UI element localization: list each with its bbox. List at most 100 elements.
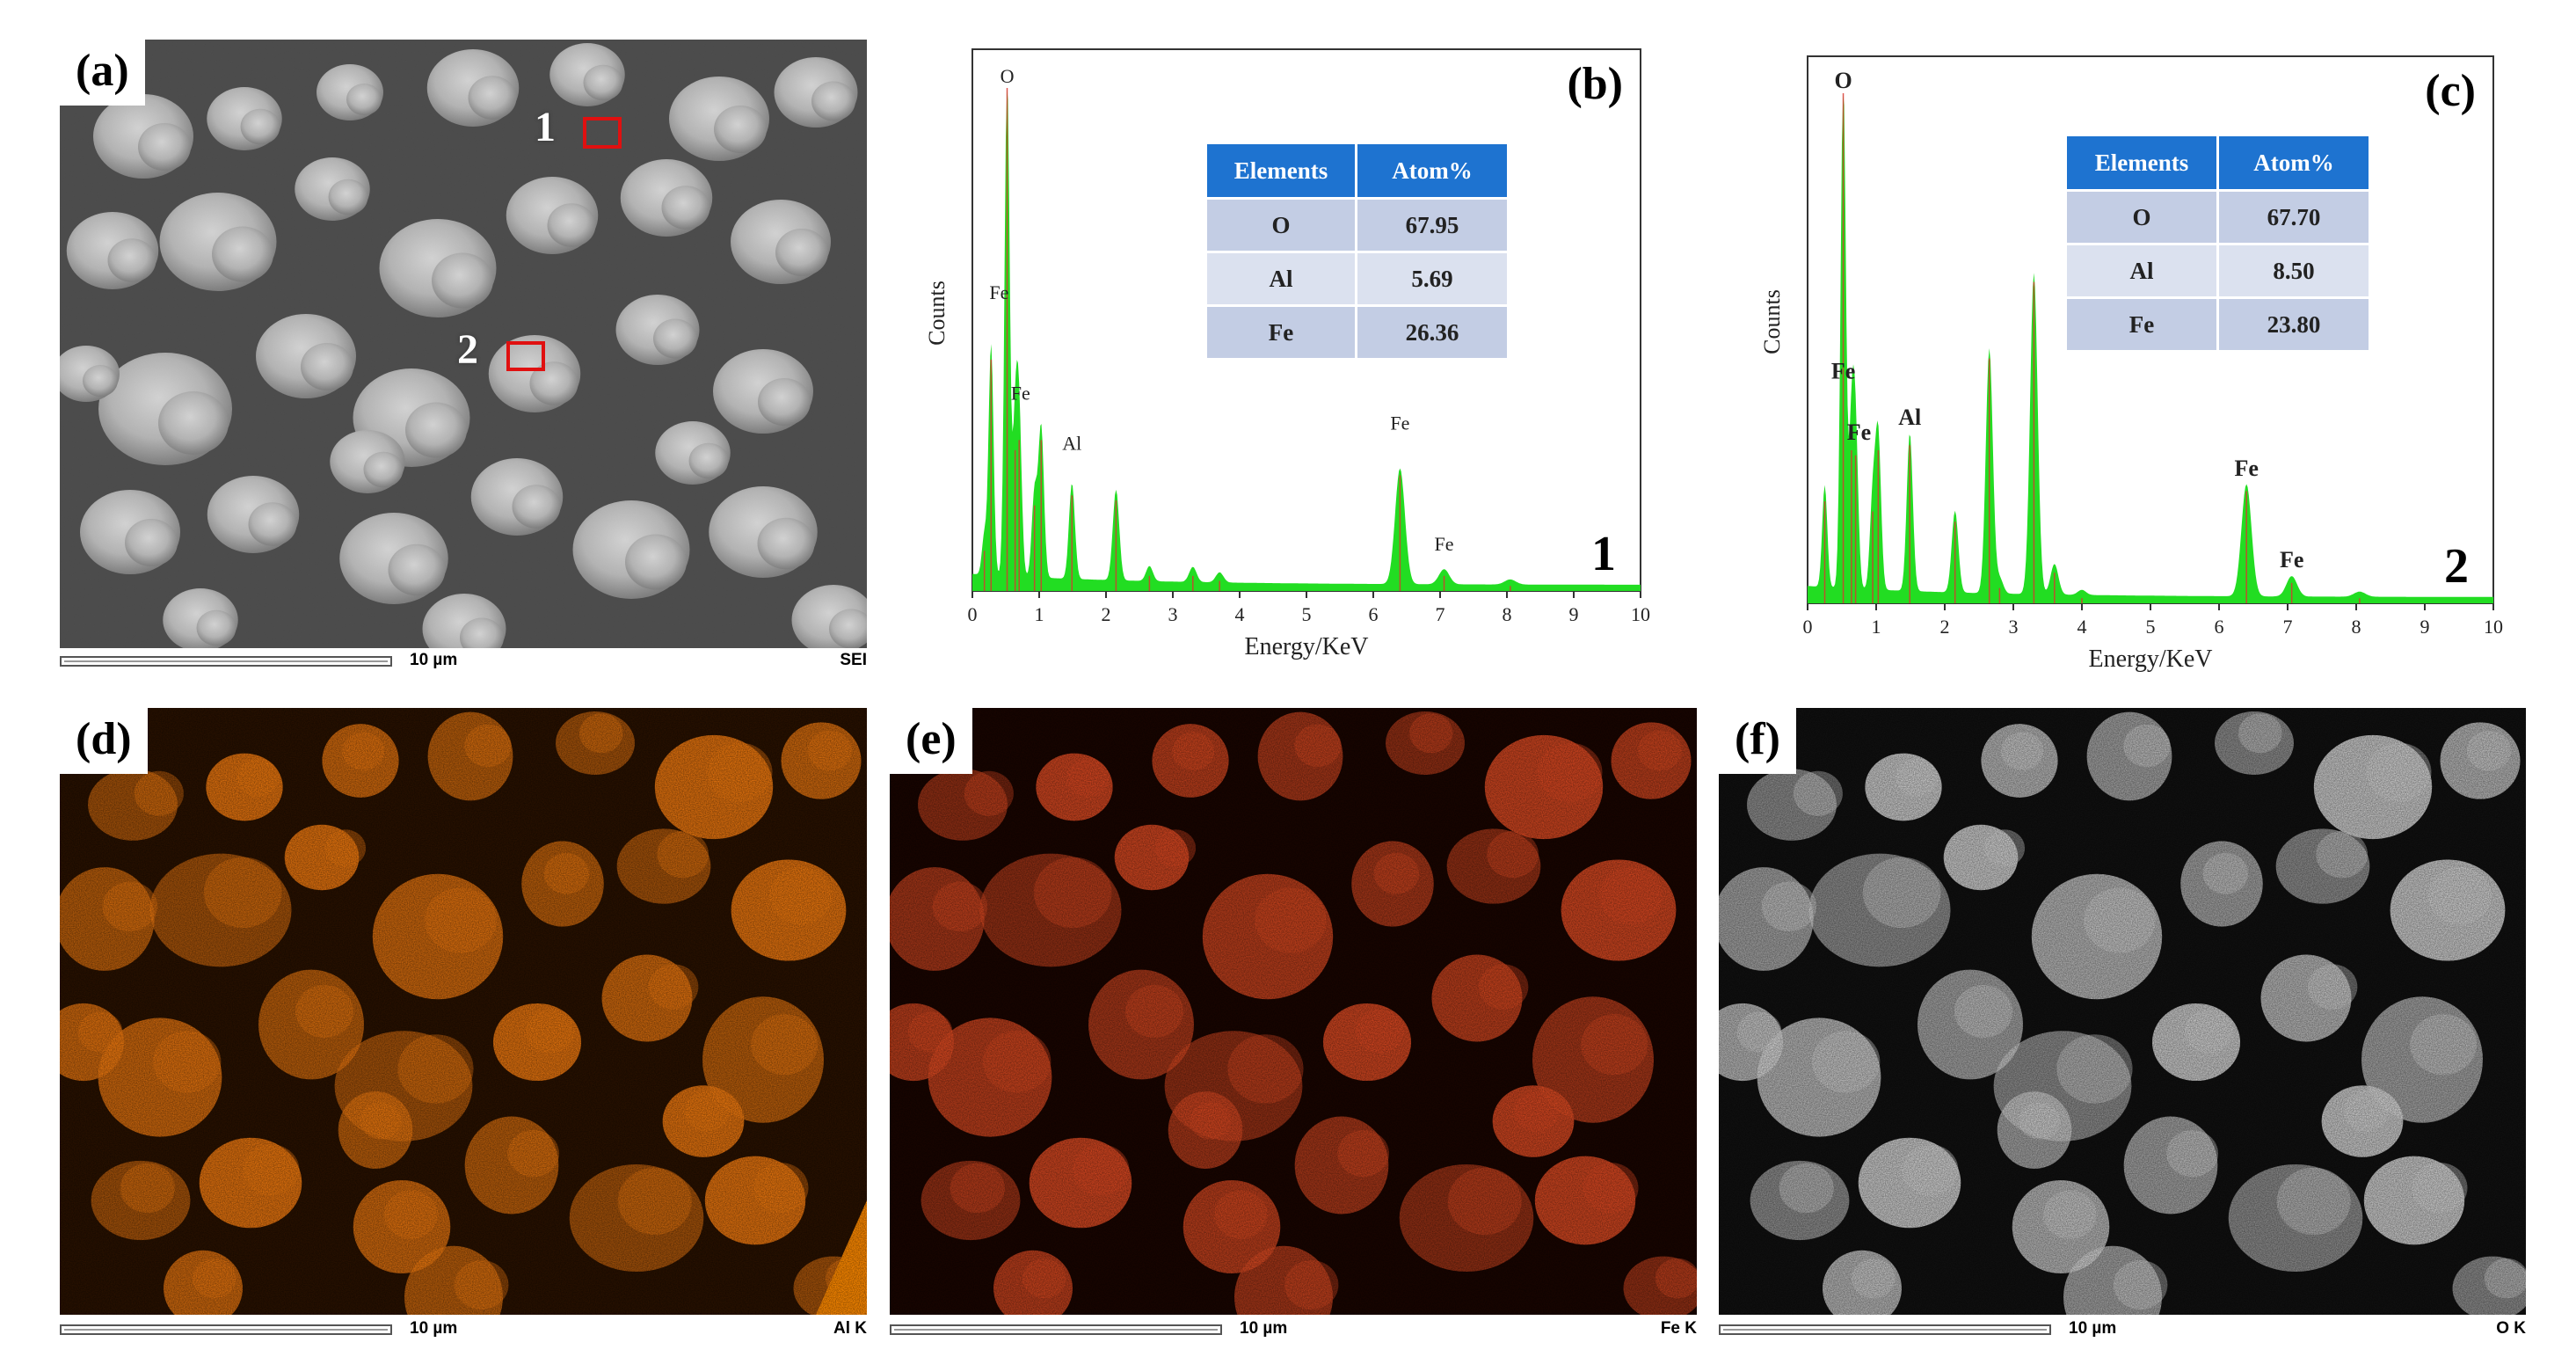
table-cell: 26.36 (1357, 307, 1507, 358)
scale-bar-graphic (60, 656, 392, 667)
table-cell: O (2067, 192, 2216, 243)
scale-bar-f: 10 µm O K (1719, 1319, 2526, 1346)
detector-label: SEI (840, 651, 867, 669)
table-cell: 5.69 (1357, 253, 1507, 304)
x-tick-label: 3 (2009, 616, 2019, 638)
table-cell: Al (2067, 245, 2216, 296)
table-header: Elements (2067, 136, 2216, 189)
x-tick-label: 8 (1503, 603, 1512, 625)
x-tick-label: 8 (2352, 616, 2361, 638)
scale-bar-e: 10 µm Fe K (890, 1319, 1697, 1346)
peak-label: O (1834, 68, 1852, 93)
detector-label: O K (2496, 1319, 2526, 1338)
x-tick-label: 0 (968, 603, 978, 625)
table-row: O 67.95 (1207, 200, 1507, 251)
panel-b: 0 1 2 3 4 5 6 7 8 9 10 Energy/KeV Counts O Fe Fe Al Fe Fe (… (906, 35, 1662, 677)
table-row: Fe 26.36 (1207, 307, 1507, 358)
table-row: O 67.70 (2067, 192, 2369, 243)
peak-label: O (1001, 65, 1015, 87)
x-tick-label: 2 (1940, 616, 1950, 638)
scale-bar-a: 10 µm SEI (60, 651, 867, 677)
scale-bar-label: 10 µm (410, 1319, 458, 1338)
scale-bar-label: 10 µm (1240, 1319, 1288, 1338)
spot-marker-2 (506, 341, 545, 371)
x-tick-label: 3 (1168, 603, 1178, 625)
atom-table-c: Elements Atom% O 67.70 Al 8.50 Fe 23.80 (2064, 134, 2371, 353)
x-tick-label: 6 (1369, 603, 1379, 625)
peak-label: Fe (1390, 412, 1409, 434)
x-tick-label: 9 (1569, 603, 1579, 625)
peak-label: Fe (1831, 359, 1855, 384)
x-tick-label: 1 (1035, 603, 1044, 625)
panel-c: 0 1 2 3 4 5 6 7 8 9 10 Energy/KeV Counts O Fe Fe Al Fe Fe(… (1750, 35, 2541, 677)
x-axis-label: Energy/KeV (2089, 646, 2213, 673)
table-cell: Fe (2067, 299, 2216, 350)
panel-label-d: (d) (60, 708, 148, 774)
x-tick-label: 6 (2215, 616, 2224, 638)
table-header: Atom% (1357, 144, 1507, 197)
y-axis-label: Counts (924, 281, 950, 346)
spot-number: 1 (1591, 527, 1616, 581)
scale-bar-label: 10 µm (410, 651, 458, 669)
panel-label-f: (f) (1719, 708, 1796, 774)
x-axis-label: Energy/KeV (1245, 633, 1369, 660)
element-map-al: (d) (60, 708, 867, 1315)
scale-bar-label: 10 µm (2069, 1319, 2117, 1338)
spot-marker-1 (583, 117, 622, 149)
sem-image-a: (a) 1 2 (60, 40, 867, 648)
table-cell: 8.50 (2219, 245, 2369, 296)
x-tick-label: 0 (1803, 616, 1813, 638)
table-row: Fe 23.80 (2067, 299, 2369, 350)
x-tick-label: 4 (1235, 603, 1245, 625)
x-tick-label: 5 (1302, 603, 1312, 625)
peak-label: Fe (1011, 382, 1030, 404)
atom-table-b: Elements Atom% O 67.95 Al 5.69 Fe 26.36 (1204, 142, 1510, 361)
spectrum-area (1808, 93, 2493, 603)
detector-label: Al K (833, 1319, 867, 1338)
panel-label: (c) (2425, 66, 2476, 116)
x-tick-label: 9 (2420, 616, 2430, 638)
table-header: Elements (1207, 144, 1355, 197)
scale-bar-graphic (60, 1324, 392, 1335)
element-map-fe: (e) (890, 708, 1697, 1315)
spot-label-2: 2 (457, 326, 478, 373)
x-tick-label: 7 (2283, 616, 2293, 638)
scale-bar-graphic (1719, 1324, 2051, 1335)
panel-label-a: (a) (60, 40, 145, 106)
peak-label: Al (1062, 433, 1081, 455)
table-cell: 67.70 (2219, 192, 2369, 243)
x-tick-label: 10 (1631, 603, 1650, 625)
peak-label: Fe (2234, 456, 2258, 481)
table-row: Al 5.69 (1207, 253, 1507, 304)
spectrum-area (972, 88, 1641, 591)
x-tick-label: 10 (2484, 616, 2503, 638)
scale-bar-d: 10 µm Al K (60, 1319, 867, 1346)
table-header-row: Elements Atom% (1207, 144, 1507, 197)
table-header-row: Elements Atom% (2067, 136, 2369, 189)
y-axis-label: Counts (1759, 289, 1785, 354)
x-tick-label: 5 (2146, 616, 2156, 638)
map-image-e (890, 708, 1697, 1315)
peak-label: Al (1898, 405, 1921, 430)
peak-label: Fe (1847, 419, 1871, 445)
table-cell: O (1207, 200, 1355, 251)
spot-label-1: 1 (535, 104, 556, 150)
table-cell: 23.80 (2219, 299, 2369, 350)
peak-label: Fe (989, 281, 1008, 303)
table-row: Al 8.50 (2067, 245, 2369, 296)
eds-spectrum-c: 0 1 2 3 4 5 6 7 8 9 10Energy/KeVCountsOFeFeAlFeFe(… (1759, 55, 2503, 673)
eds-spectrum-b: 0 1 2 3 4 5 6 7 8 9 10 Energy/KeV Counts O Fe Fe Al Fe Fe (… (924, 48, 1650, 660)
panel-label-e: (e) (890, 708, 972, 774)
map-image-d (60, 708, 867, 1315)
element-map-o: (f) (1719, 708, 2526, 1315)
x-tick-label: 7 (1436, 603, 1445, 625)
panel-label: (b) (1567, 59, 1623, 109)
spot-number: 2 (2444, 539, 2469, 594)
table-header: Atom% (2219, 136, 2369, 189)
table-cell: 67.95 (1357, 200, 1507, 251)
sem-particles-a (60, 40, 867, 648)
x-tick-label: 2 (1102, 603, 1111, 625)
detector-label: Fe K (1660, 1319, 1697, 1338)
scale-bar-graphic (890, 1324, 1222, 1335)
table-cell: Fe (1207, 307, 1355, 358)
